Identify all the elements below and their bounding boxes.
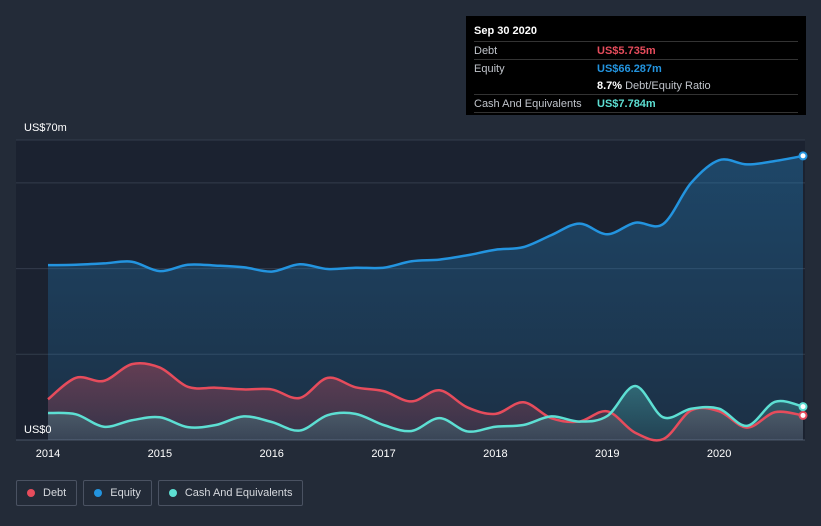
legend-item-cash[interactable]: Cash And Equivalents bbox=[157, 480, 304, 506]
legend-debt-label: Debt bbox=[43, 487, 67, 499]
tooltip-ratio-label: Debt/Equity Ratio bbox=[625, 79, 711, 92]
y-tick-label: US$0 bbox=[24, 424, 52, 436]
equity-area bbox=[48, 155, 803, 440]
series-areas bbox=[48, 155, 803, 441]
equity-dot-icon bbox=[94, 489, 103, 497]
legend-item-debt[interactable]: Debt bbox=[16, 480, 78, 506]
chart-legend: Debt Equity Cash And Equivalents bbox=[16, 480, 309, 506]
tooltip-equity-row: Equity US$66.287m bbox=[474, 59, 798, 77]
x-tick-label: 2014 bbox=[36, 448, 60, 460]
tooltip-date: Sep 30 2020 bbox=[474, 25, 537, 37]
tooltip-debt-value: US$5.735m bbox=[597, 44, 656, 57]
legend-item-equity[interactable]: Equity bbox=[83, 480, 152, 506]
tooltip-debt-label: Debt bbox=[474, 44, 498, 57]
x-tick-label: 2018 bbox=[483, 448, 507, 460]
cash-dot-icon bbox=[168, 489, 177, 497]
debt-end-point bbox=[798, 410, 808, 420]
x-tick-label: 2017 bbox=[371, 448, 395, 460]
tooltip-ratio-value: 8.7% bbox=[597, 79, 623, 92]
legend-cash-label: Cash And Equivalents bbox=[184, 487, 293, 499]
tooltip-cash-label: Cash And Equivalents bbox=[474, 97, 582, 110]
debt-line bbox=[47, 361, 804, 442]
cash-end-point bbox=[798, 402, 808, 412]
series-end-markers bbox=[798, 151, 808, 420]
tooltip-debt-row: Debt US$5.735m bbox=[474, 41, 798, 59]
tooltip-ratio-row: 8.7% Debt/Equity Ratio bbox=[474, 77, 798, 94]
y-tick-label: US$70m bbox=[24, 122, 67, 134]
tooltip-equity-value: US$66.287m bbox=[597, 62, 662, 75]
debt-dot-icon bbox=[27, 489, 35, 497]
cash-line bbox=[47, 384, 804, 433]
series-lines bbox=[47, 154, 804, 442]
x-axis-ticks: 2014 2015 2016 2017 2018 2019 2020 bbox=[36, 448, 732, 460]
equity-end-point bbox=[798, 151, 808, 161]
cash-area bbox=[48, 385, 803, 440]
data-tooltip: Sep 30 2020 Debt US$5.735m Equity US$66.… bbox=[466, 16, 806, 115]
x-tick-label: 2015 bbox=[148, 448, 172, 460]
tooltip-equity-label: Equity bbox=[474, 62, 505, 75]
x-tick-label: 2016 bbox=[259, 448, 283, 460]
equity-line bbox=[47, 154, 804, 273]
tooltip-cash-value: US$7.784m bbox=[597, 97, 656, 110]
x-tick-label: 2020 bbox=[707, 448, 731, 460]
x-tick-label: 2019 bbox=[595, 448, 619, 460]
legend-equity-label: Equity bbox=[110, 487, 141, 499]
y-axis-ticks: US$70m US$0 bbox=[24, 122, 67, 436]
tooltip-cash-row: Cash And Equivalents US$7.784m bbox=[474, 94, 798, 113]
